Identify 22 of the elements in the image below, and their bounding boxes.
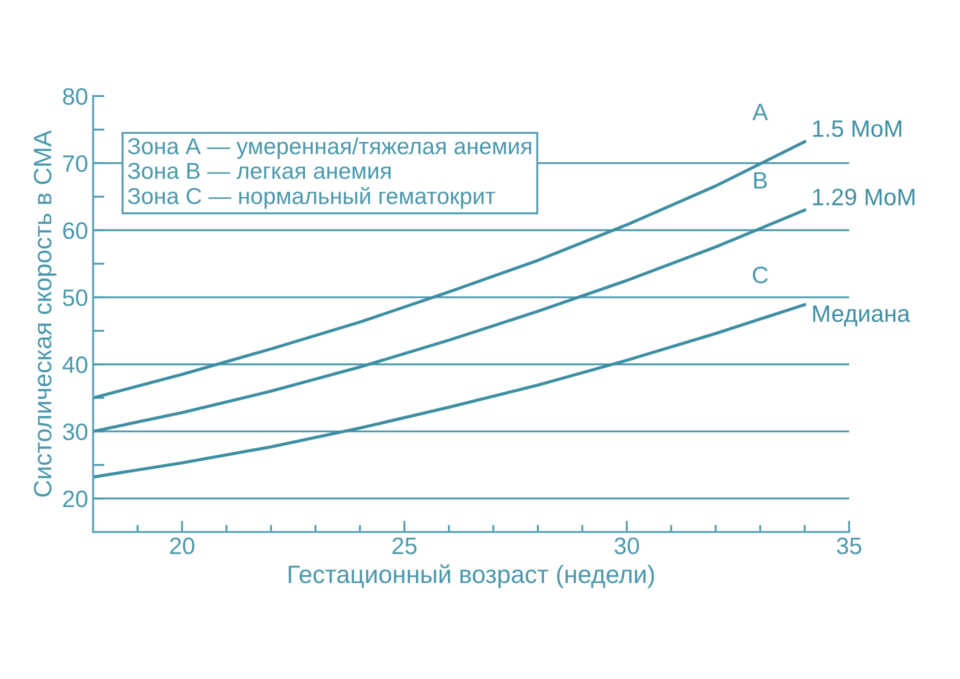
y-tick-label: 60 <box>63 222 88 239</box>
annotation: A <box>752 104 768 120</box>
annotation: C <box>752 266 768 284</box>
y-axis-title: Систолическая скорость в СМА <box>34 130 56 497</box>
x-tick-label: 25 <box>392 537 417 554</box>
series-label: 1.29 MoM <box>813 188 914 206</box>
x-axis-title: Гестационный возраст (недели) <box>288 564 654 588</box>
y-tick-label: 20 <box>63 490 88 508</box>
annotation: B <box>754 172 767 189</box>
y-tick-label: 40 <box>62 356 88 374</box>
series-label: Медиана <box>813 306 910 326</box>
y-tick-label: 50 <box>62 289 88 306</box>
annotation: Зона С — нормальный гематокрит <box>128 186 496 209</box>
x-tick-label: 35 <box>836 537 862 554</box>
annotation: Зона А — умеренная/тяжелая анемия <box>128 137 532 159</box>
y-tick-label: 70 <box>63 155 88 172</box>
annotation: Зона В — легкая анемия <box>128 162 390 180</box>
y-tick-label: 80 <box>63 88 88 105</box>
series-label: 1.5 MoM <box>813 120 902 138</box>
x-tick-label: 20 <box>170 537 194 554</box>
y-tick-label: 30 <box>62 423 88 440</box>
x-tick-label: 30 <box>614 537 639 554</box>
